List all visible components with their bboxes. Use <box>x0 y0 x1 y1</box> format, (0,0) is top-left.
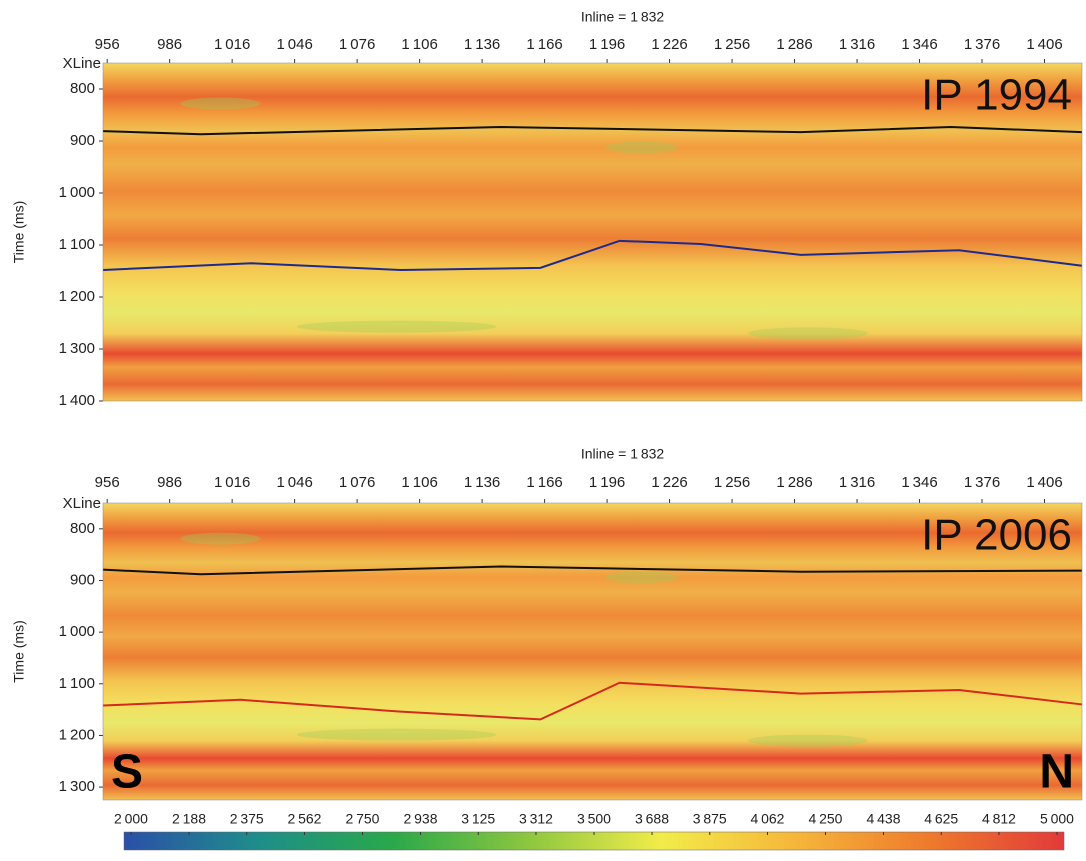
texture <box>296 320 497 333</box>
x-tick-label: 1 376 <box>964 36 1000 53</box>
x-tick-label: 1 256 <box>714 474 750 491</box>
y-tick-label: 1 300 <box>59 778 95 795</box>
x-tick-label: 986 <box>157 474 182 491</box>
x-tick-label: 1 016 <box>214 474 250 491</box>
x-tick-label: 1 346 <box>901 36 937 53</box>
panel-label: IP 1994 <box>921 71 1072 120</box>
colorbar-tick-label: 4 250 <box>809 811 843 827</box>
texture <box>296 728 497 741</box>
x-tick-label: 1 136 <box>464 36 500 53</box>
x-tick-label: 1 046 <box>276 36 312 53</box>
x-tick-label: 1 136 <box>464 474 500 491</box>
direction-label: N <box>1039 746 1074 799</box>
texture <box>747 734 868 747</box>
colorbar-tick-label: 4 438 <box>867 811 901 827</box>
colorbar-tick-label: 5 000 <box>1040 811 1074 827</box>
horizon <box>102 125 1083 136</box>
colorbar-tick-label: 3 312 <box>519 811 553 827</box>
texture <box>747 327 868 340</box>
x-tick-label: 1 046 <box>276 474 312 491</box>
y-tick-label: 900 <box>70 132 95 149</box>
colorbar-tick-label: 4 812 <box>982 811 1016 827</box>
y-tick-label: 1 100 <box>59 236 95 253</box>
y-tick-label: 1 300 <box>59 340 95 357</box>
y-axis-label: Time (ms) <box>11 620 27 682</box>
seismic-image <box>103 503 1082 800</box>
colorbar-tick-label: 3 500 <box>577 811 611 827</box>
colorbar-tick-label: 3 125 <box>461 811 495 827</box>
horizon <box>102 681 1083 721</box>
horizon <box>102 565 1083 576</box>
x-tick-label: 986 <box>157 36 182 53</box>
panel-title: Inline = 1 832 <box>581 446 665 462</box>
x-tick-label: 1 286 <box>776 36 812 53</box>
x-tick-label: 1 406 <box>1026 36 1062 53</box>
x-tick-label: 1 316 <box>839 474 875 491</box>
x-tick-label: 1 166 <box>526 474 562 491</box>
x-tick-label: 1 226 <box>651 474 687 491</box>
colorbar-tick-label: 4 062 <box>750 811 784 827</box>
x-tick-label: 1 196 <box>589 474 625 491</box>
x-tick-label: 1 166 <box>526 36 562 53</box>
x-tick-label: 1 316 <box>839 36 875 53</box>
x-axis-label: XLine <box>63 495 101 512</box>
texture <box>605 141 678 154</box>
colorbar-tick-label: 3 875 <box>693 811 727 827</box>
y-axis-label: Time (ms) <box>11 201 27 263</box>
x-tick-label: 1 106 <box>401 474 437 491</box>
x-tick-label: 1 286 <box>776 474 812 491</box>
seismic-image <box>103 63 1082 401</box>
direction-label: S <box>111 746 143 799</box>
y-tick-label: 800 <box>70 80 95 97</box>
x-tick-label: 1 406 <box>1026 474 1062 491</box>
texture <box>605 571 678 584</box>
x-tick-label: 1 256 <box>714 36 750 53</box>
y-tick-label: 1 000 <box>59 184 95 201</box>
colorbar-tick-label: 2 000 <box>114 811 148 827</box>
colorbar-tick-label: 2 188 <box>172 811 206 827</box>
x-tick-label: 956 <box>95 36 120 53</box>
x-tick-label: 1 376 <box>964 474 1000 491</box>
colorbar-tick-label: 2 750 <box>346 811 380 827</box>
x-tick-label: 1 076 <box>339 36 375 53</box>
x-tick-label: 1 196 <box>589 36 625 53</box>
x-tick-label: 1 226 <box>651 36 687 53</box>
y-tick-label: 900 <box>70 571 95 588</box>
texture <box>180 97 261 110</box>
colorbar-tick-label: 2 562 <box>287 811 321 827</box>
horizon <box>102 239 1083 271</box>
plot-frame <box>102 62 1083 402</box>
panel-label: IP 2006 <box>921 511 1072 560</box>
panel-title: Inline = 1 832 <box>581 9 665 25</box>
y-tick-label: 800 <box>70 520 95 537</box>
colorbar-tick-label: 4 625 <box>924 811 958 827</box>
colorbar-tick-label: 2 375 <box>230 811 264 827</box>
y-tick-label: 1 000 <box>59 623 95 640</box>
colorbar-tick-label: 2 938 <box>404 811 438 827</box>
y-tick-label: 1 200 <box>59 288 95 305</box>
texture <box>180 532 261 545</box>
x-tick-label: 956 <box>95 474 120 491</box>
plot-frame <box>102 502 1083 801</box>
x-tick-label: 1 016 <box>214 36 250 53</box>
x-axis-label: XLine <box>63 55 101 72</box>
y-tick-label: 1 100 <box>59 675 95 692</box>
x-tick-label: 1 076 <box>339 474 375 491</box>
y-tick-label: 1 200 <box>59 726 95 743</box>
colorbar-tick-label: 3 688 <box>635 811 669 827</box>
x-tick-label: 1 346 <box>901 474 937 491</box>
x-tick-label: 1 106 <box>401 36 437 53</box>
y-tick-label: 1 400 <box>59 392 95 409</box>
